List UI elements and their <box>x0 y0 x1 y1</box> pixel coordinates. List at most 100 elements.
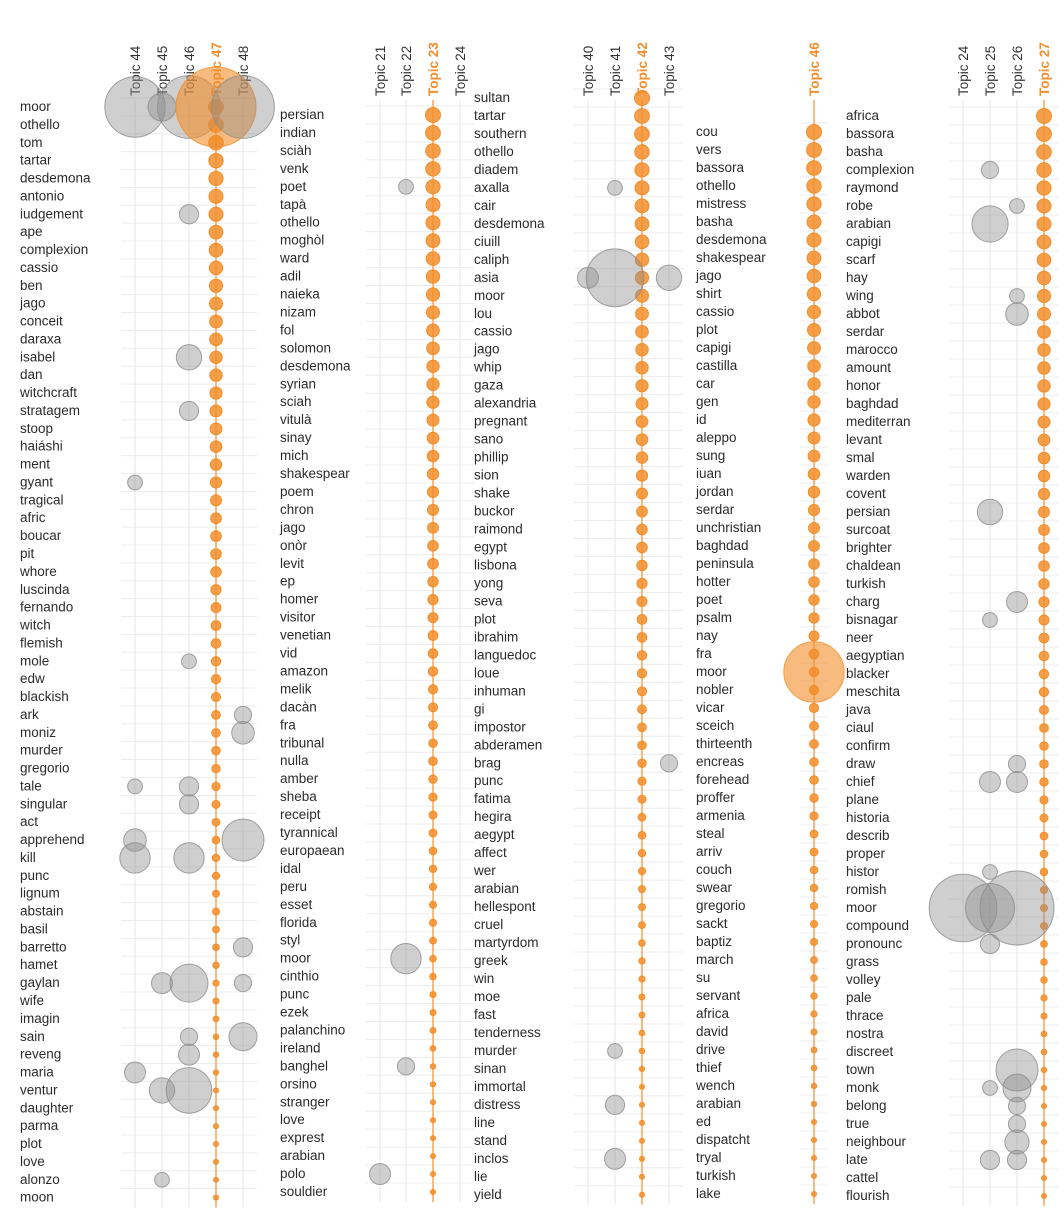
word-label: tryal <box>696 1150 722 1165</box>
highlight-topic-bubble <box>783 641 845 703</box>
highlight-topic-dot <box>1038 650 1050 662</box>
word-label: nulla <box>280 753 309 768</box>
highlight-topic-dot <box>639 1191 645 1198</box>
other-topic-bubble <box>976 498 1004 526</box>
word-label: ireland <box>280 1040 321 1055</box>
word-label: capigi <box>696 340 731 355</box>
word-label: arriv <box>696 844 722 859</box>
highlight-topic-dot <box>635 397 649 411</box>
other-topic-bubble <box>659 754 679 773</box>
other-topic-bubble <box>181 653 197 670</box>
highlight-topic-dot <box>427 630 439 641</box>
word-label: venk <box>280 161 309 176</box>
highlight-topic-dot <box>636 577 648 590</box>
highlight-topic-dot <box>1040 976 1048 984</box>
highlight-topic-dot <box>208 242 224 258</box>
highlight-topic-dot <box>429 900 437 909</box>
word-label: souldier <box>280 1184 328 1199</box>
word-label: mole <box>20 653 49 668</box>
word-label: wench <box>695 1078 735 1093</box>
word-label: isabel <box>20 349 55 364</box>
highlight-topic-dot <box>1041 1121 1047 1127</box>
word-label: peninsula <box>696 556 754 571</box>
highlight-topic-dot <box>210 620 222 631</box>
highlight-topic-dot <box>210 566 222 578</box>
highlight-topic-dot <box>806 178 822 194</box>
highlight-topic-dot <box>1040 1030 1048 1038</box>
highlight-topic-dot <box>809 865 819 875</box>
word-label: asia <box>474 270 499 285</box>
highlight-topic-dot <box>808 558 820 570</box>
word-label: caliph <box>474 252 509 267</box>
highlight-topic-dot <box>429 936 437 945</box>
word-label: hegira <box>474 809 512 824</box>
word-label: encreas <box>696 754 744 769</box>
word-label: amazon <box>280 663 328 678</box>
word-label: whore <box>19 564 57 579</box>
word-label: syrian <box>280 376 316 391</box>
word-label: sinay <box>280 430 312 445</box>
highlight-topic-dot <box>810 1064 818 1072</box>
highlight-topic-dot <box>1038 614 1050 626</box>
word-label: lou <box>474 306 492 321</box>
word-label: ape <box>20 224 43 239</box>
highlight-topic-dot <box>210 602 222 614</box>
word-label: alexandria <box>474 396 537 411</box>
other-topic-bubble <box>1009 288 1025 304</box>
highlight-topic-dot <box>636 523 648 536</box>
word-label: fra <box>280 717 296 732</box>
highlight-topic-dot <box>428 774 438 784</box>
highlight-topic-dot <box>428 702 438 713</box>
word-label: ben <box>20 278 43 293</box>
word-label: gregorio <box>696 898 746 913</box>
highlight-topic-dot <box>806 160 822 176</box>
other-topic-bubble <box>1002 1073 1032 1103</box>
word-label: levant <box>846 432 882 447</box>
word-label: sano <box>474 432 503 447</box>
word-label: neighbour <box>846 1134 907 1149</box>
highlight-topic-dot <box>211 871 221 880</box>
word-label: peru <box>280 879 307 894</box>
other-topic-bubble <box>151 972 173 995</box>
highlight-topic-dot <box>636 668 648 679</box>
other-topic-bubble <box>585 248 645 308</box>
highlight-topic-dot <box>809 757 819 767</box>
highlight-topic-dot <box>807 377 821 391</box>
highlight-topic-dot <box>638 1029 646 1037</box>
highlight-topic-dot <box>208 152 224 169</box>
highlight-topic-dot <box>634 144 650 160</box>
highlight-topic-dot <box>213 1194 219 1201</box>
highlight-topic-dot <box>806 214 822 230</box>
word-label: ark <box>20 707 39 722</box>
word-label: stratagem <box>20 403 80 418</box>
highlight-topic-dot <box>635 433 649 446</box>
word-label: tribunal <box>280 735 324 750</box>
word-label: homer <box>280 592 319 607</box>
highlight-topic-dot <box>429 918 437 927</box>
topic-header: Topic 23 <box>426 42 441 96</box>
word-label: baghdad <box>846 396 899 411</box>
highlight-topic-dot <box>1037 433 1051 447</box>
word-label: scarf <box>846 252 876 267</box>
word-label: pronounc <box>846 936 903 951</box>
highlight-topic-dot <box>212 1069 220 1076</box>
highlight-topic-dot <box>1038 668 1050 680</box>
word-label: ciaul <box>846 720 874 735</box>
word-label: sain <box>20 1029 45 1044</box>
word-label: moe <box>474 989 500 1004</box>
word-label: nostra <box>846 1026 884 1041</box>
word-label: neer <box>846 630 874 645</box>
highlight-topic-dot <box>635 324 649 339</box>
highlight-topic-dot <box>211 692 221 703</box>
highlight-topic-dot <box>811 1191 817 1197</box>
highlight-topic-dot <box>209 314 223 329</box>
highlight-topic-dot <box>425 161 441 177</box>
word-label: chief <box>846 774 875 789</box>
word-label: imagin <box>20 1011 60 1026</box>
other-topic-bubble <box>1004 1129 1030 1155</box>
highlight-topic-dot <box>809 775 819 785</box>
word-label: amount <box>846 360 891 375</box>
word-label: cattel <box>846 1170 878 1185</box>
topic-header: Topic 22 <box>399 46 414 96</box>
word-label: bassora <box>846 126 895 141</box>
